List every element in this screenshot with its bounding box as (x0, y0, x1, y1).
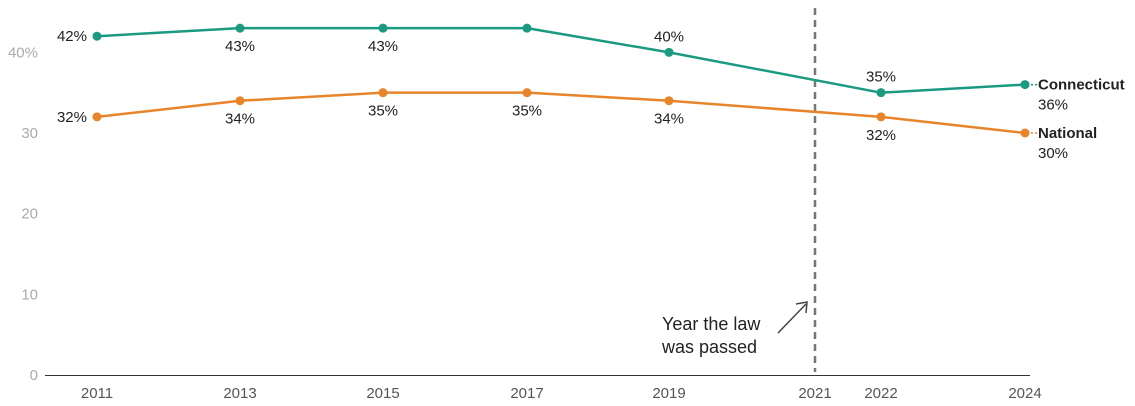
annotation-text: was passed (661, 337, 757, 357)
x-tick-label: 2024 (1008, 385, 1041, 402)
series-name-label: Connecticut (1038, 77, 1125, 94)
data-label: 43% (368, 38, 398, 55)
data-point (92, 112, 102, 122)
data-point (522, 23, 532, 33)
data-point (664, 96, 674, 106)
series-national: 32% 34% 35% 35% 34% 32% National 30% (57, 88, 1097, 162)
annotation-text: Year the law (662, 314, 761, 334)
x-tick-label: 2017 (510, 385, 543, 402)
x-axis: 2011 2013 2015 2017 2019 2021 2022 2024 (81, 385, 1042, 402)
x-tick-label: 2013 (223, 385, 256, 402)
data-label: 30% (1038, 145, 1068, 162)
data-label: 35% (368, 103, 398, 120)
data-label: 34% (225, 111, 255, 128)
annotation-group: Year the law was passed (661, 301, 808, 357)
data-point (876, 88, 886, 98)
data-point (876, 112, 886, 122)
data-point (378, 23, 388, 33)
y-axis: 0 10 20 30 40% (8, 44, 38, 384)
series-name-label: National (1038, 125, 1097, 142)
data-point (1020, 128, 1030, 138)
series-group: 42% 43% 43% 40% 35% Connecticut 36% 32% 34% 35% 35… (57, 23, 1125, 162)
data-label: 32% (57, 109, 87, 126)
data-label: 43% (225, 38, 255, 55)
x-tick-label: 2019 (652, 385, 685, 402)
data-point (522, 88, 532, 98)
x-tick-label: 2021 (798, 385, 831, 402)
annotation-arrowhead (795, 301, 808, 314)
data-label: 36% (1038, 97, 1068, 114)
y-tick-label: 40% (8, 44, 38, 61)
data-label: 40% (654, 28, 684, 45)
y-tick-label: 10 (21, 286, 38, 303)
data-label: 42% (57, 28, 87, 45)
x-tick-label: 2015 (366, 385, 399, 402)
y-tick-label: 20 (21, 206, 38, 223)
x-tick-label: 2022 (864, 385, 897, 402)
data-label: 35% (512, 103, 542, 120)
data-point (235, 96, 245, 106)
data-point (92, 31, 102, 41)
y-tick-label: 30 (21, 125, 38, 142)
x-tick-label: 2011 (81, 385, 113, 402)
data-label: 35% (866, 69, 896, 86)
data-point (1020, 80, 1030, 90)
data-point (235, 23, 245, 33)
data-label: 32% (866, 127, 896, 144)
annotation-arrow (777, 303, 807, 334)
data-point (378, 88, 388, 98)
y-tick-label: 0 (30, 367, 38, 384)
data-point (664, 47, 674, 57)
data-label: 34% (654, 111, 684, 128)
series-connecticut: 42% 43% 43% 40% 35% Connecticut 36% (57, 23, 1125, 114)
